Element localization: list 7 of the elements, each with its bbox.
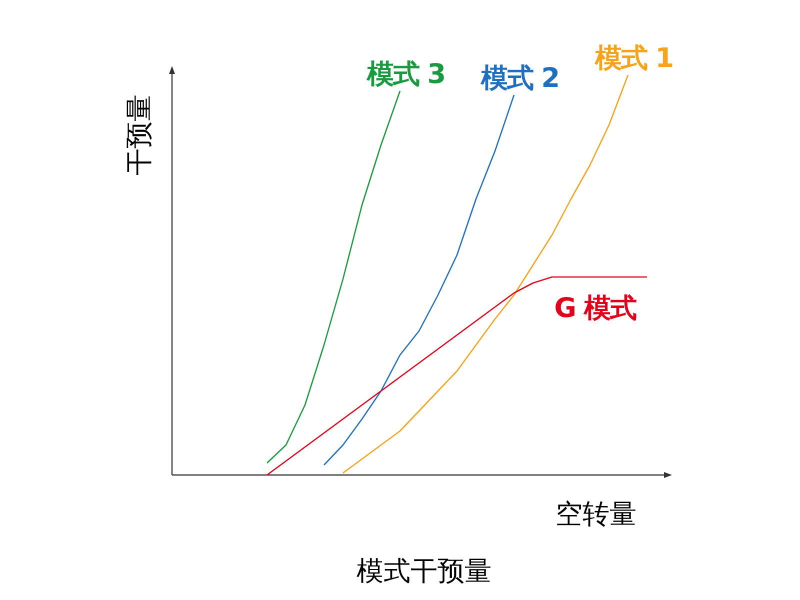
series-label: 模式 2 bbox=[480, 63, 560, 94]
y-axis-title: 干预量 bbox=[124, 94, 155, 176]
series-label: 模式 1 bbox=[594, 43, 674, 74]
series-label: 模式 3 bbox=[366, 59, 446, 90]
text: 模式干预量 bbox=[356, 556, 492, 587]
x-axis-title: 空转量 bbox=[556, 499, 636, 530]
series-label: G 模式 bbox=[554, 293, 637, 324]
